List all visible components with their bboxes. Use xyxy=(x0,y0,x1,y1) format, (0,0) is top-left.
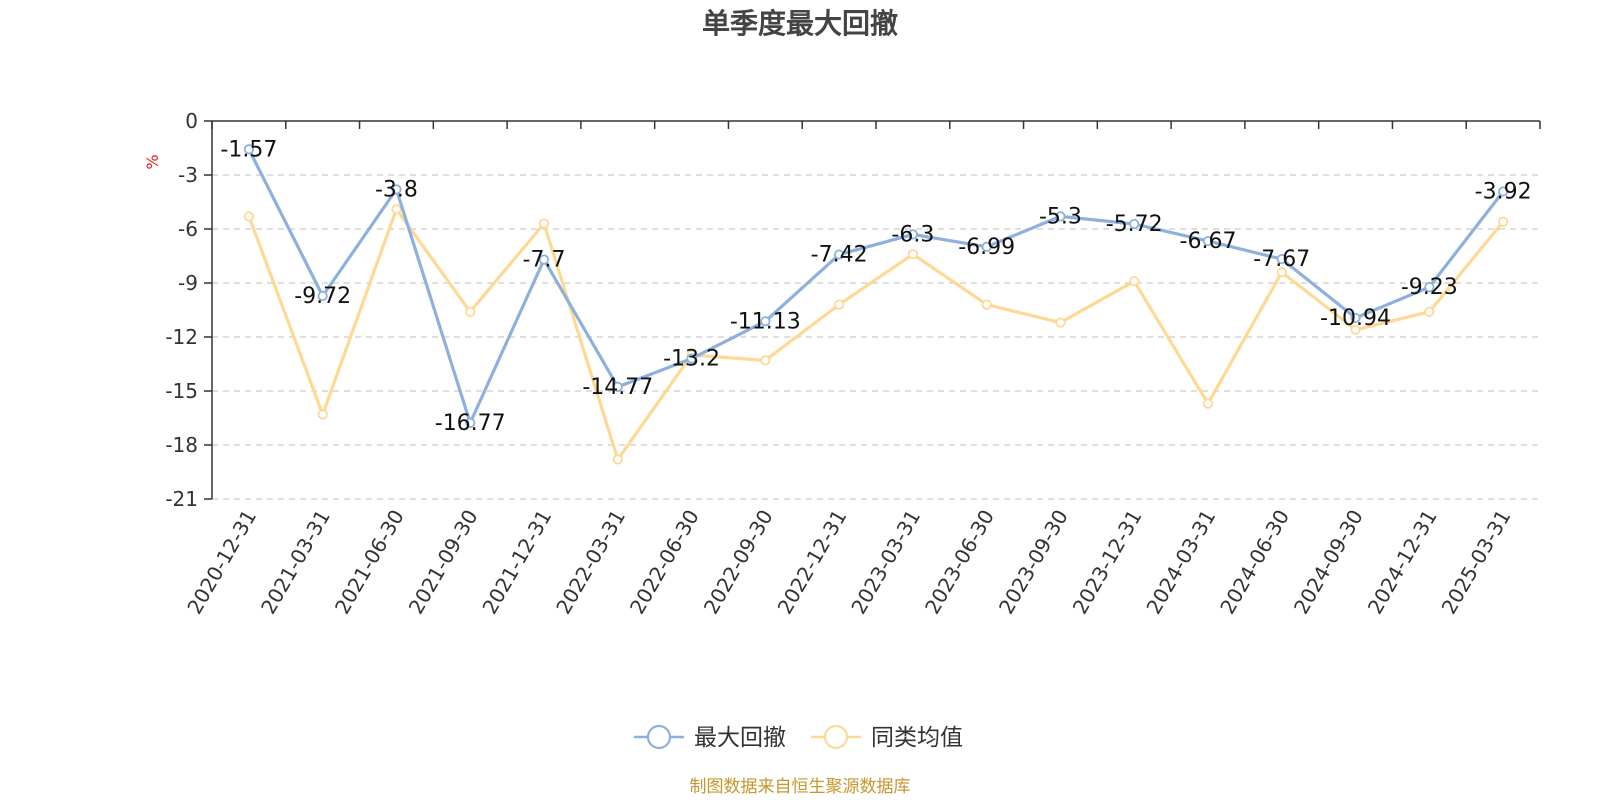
data-label: -9.72 xyxy=(294,284,351,309)
y-tick-label: -9 xyxy=(178,271,198,295)
y-tick-label: -15 xyxy=(165,379,198,403)
data-label: -1.57 xyxy=(220,137,277,162)
legend[interactable]: 最大回撤 同类均值 xyxy=(634,724,963,751)
series-line xyxy=(247,148,1505,425)
data-point xyxy=(391,204,402,215)
data-label: -5.72 xyxy=(1106,212,1163,237)
data-point xyxy=(1424,306,1435,317)
data-point xyxy=(907,229,918,240)
data-label: -6.67 xyxy=(1180,229,1237,254)
data-point xyxy=(1498,186,1509,197)
series-group xyxy=(243,144,1509,465)
legend-label: 最大回撤 xyxy=(694,725,786,751)
data-point xyxy=(1202,398,1214,409)
data-label: -14.77 xyxy=(582,375,653,400)
data-point xyxy=(465,417,476,428)
y-tick-label: -18 xyxy=(165,433,198,457)
data-point xyxy=(538,254,550,265)
x-tick-label: 2023-09-30 xyxy=(994,506,1073,619)
legend-swatch-marker xyxy=(646,724,672,750)
data-label: -3.92 xyxy=(1475,180,1532,205)
data-point xyxy=(243,144,254,155)
data-point xyxy=(1350,312,1361,324)
data-label: -7.7 xyxy=(523,248,566,273)
y-axis-unit: % xyxy=(143,154,162,169)
data-label: -6.99 xyxy=(958,235,1015,260)
chart-title: 单季度最大回撤 xyxy=(702,7,898,40)
data-label: -7.67 xyxy=(1253,247,1310,272)
y-tick-label: -21 xyxy=(165,487,198,511)
data-labels: -1.57 -9.72 -3.8 -16.77 -7.7 -14.77 -13.2 -11.1… xyxy=(220,137,1531,436)
series-line xyxy=(247,207,1505,461)
x-tick-label: 2021-03-31 xyxy=(256,506,335,619)
x-tick-label: 2024-03-31 xyxy=(1141,506,1220,619)
data-point xyxy=(1276,253,1287,265)
x-tick-label: 2022-03-31 xyxy=(551,506,630,619)
y-tick-label: -3 xyxy=(178,163,198,187)
data-point xyxy=(834,249,845,260)
x-tick-label: 2020-12-31 xyxy=(182,506,261,619)
data-point xyxy=(760,316,771,327)
x-tick-label: 2023-06-30 xyxy=(920,506,999,619)
data-point xyxy=(1202,235,1214,247)
x-tick-label: 2024-06-30 xyxy=(1215,506,1294,619)
x-tick-label: 2022-06-30 xyxy=(625,506,704,619)
legend-swatch-marker xyxy=(823,724,849,750)
data-point xyxy=(981,241,992,252)
data-point xyxy=(981,299,992,310)
x-tick-label: 2023-03-31 xyxy=(846,506,925,619)
data-label: -3.8 xyxy=(375,177,418,202)
data-label: -5.3 xyxy=(1039,204,1082,229)
data-point xyxy=(391,184,402,195)
x-tick-label: 2021-12-31 xyxy=(477,506,556,619)
data-label: -11.13 xyxy=(730,309,801,334)
data-point xyxy=(1129,276,1140,287)
data-label: -7.42 xyxy=(811,243,868,268)
data-label: -13.2 xyxy=(663,347,720,372)
x-tick-label: 2022-12-31 xyxy=(773,506,852,619)
data-point xyxy=(1129,218,1140,230)
x-tick-label: 2024-12-31 xyxy=(1363,506,1442,619)
data-label: -9.23 xyxy=(1401,275,1458,300)
data-point xyxy=(1055,317,1066,328)
data-point xyxy=(538,218,550,229)
data-point xyxy=(907,249,918,260)
data-point xyxy=(760,355,771,366)
y-tick-label: 0 xyxy=(185,109,198,133)
y-tick-label: -12 xyxy=(165,325,198,349)
data-point xyxy=(1498,216,1509,227)
source-note: 制图数据来自恒生聚源数据库 xyxy=(690,777,911,797)
data-label: -10.94 xyxy=(1320,306,1391,331)
x-tick-label: 2025-03-31 xyxy=(1437,506,1516,619)
x-tick-label: 2024-09-30 xyxy=(1289,506,1368,619)
data-point xyxy=(1350,324,1361,335)
data-label: -6.3 xyxy=(891,222,934,247)
x-tick-label: 2021-09-30 xyxy=(404,506,483,619)
data-label: -16.77 xyxy=(435,411,506,436)
data-point xyxy=(1424,282,1435,293)
y-axis-ticks: 0 -3 -6 -9 -12 -15 -18 -21 xyxy=(165,109,212,511)
data-point xyxy=(612,381,623,392)
data-point xyxy=(1276,267,1287,278)
data-point xyxy=(317,290,328,302)
x-tick-label: 2022-09-30 xyxy=(699,506,778,619)
data-point xyxy=(1055,211,1066,222)
x-tick-label: 2021-06-30 xyxy=(330,506,409,619)
data-point xyxy=(243,211,254,222)
data-point xyxy=(834,299,845,310)
x-tick-label: 2023-12-31 xyxy=(1068,506,1147,619)
grid-lines xyxy=(212,174,1540,500)
data-point xyxy=(612,454,623,465)
data-point xyxy=(686,353,697,364)
data-point xyxy=(317,409,328,420)
y-tick-label: -6 xyxy=(178,217,198,241)
data-point xyxy=(465,306,476,317)
legend-label: 同类均值 xyxy=(871,725,963,751)
